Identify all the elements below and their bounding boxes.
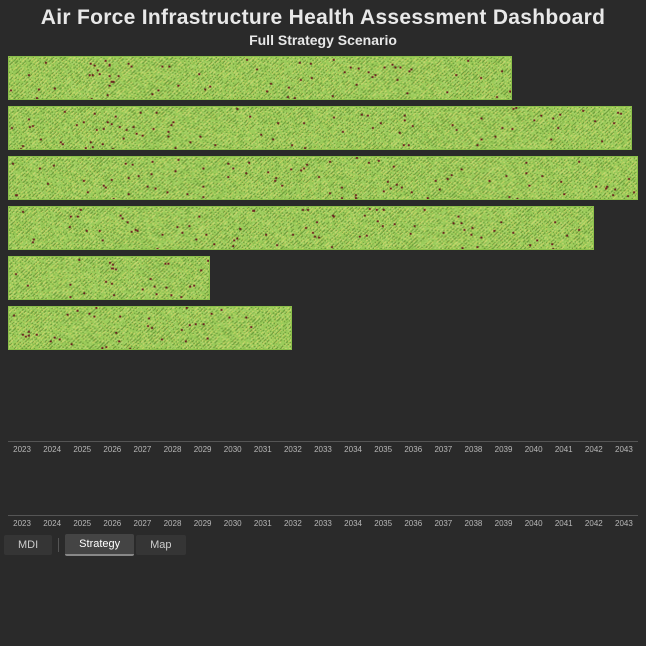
xaxis-label: 2028 xyxy=(158,445,186,454)
xaxis-label: 2030 xyxy=(219,519,247,528)
blue-bar-chart: 2023202420252026202720282029203020312032… xyxy=(8,366,638,454)
header: Air Force Infrastructure Health Assessme… xyxy=(0,0,646,50)
xaxis-label: 2041 xyxy=(550,445,578,454)
xaxis-label: 2041 xyxy=(550,519,578,528)
xaxis-label: 2030 xyxy=(219,445,247,454)
xaxis-label: 2037 xyxy=(429,445,457,454)
xaxis-label: 2037 xyxy=(429,519,457,528)
heatmap-row xyxy=(8,206,638,250)
blue-bars xyxy=(8,366,638,442)
xaxis-label: 2031 xyxy=(249,519,277,528)
tab-bar: MDI StrategyMap xyxy=(4,534,642,556)
heatmap-bar xyxy=(8,256,210,300)
xaxis-label: 2024 xyxy=(38,445,66,454)
xaxis-label: 2032 xyxy=(279,519,307,528)
xaxis-label: 2043 xyxy=(610,445,638,454)
heatmap-row xyxy=(8,156,638,200)
xaxis-label: 2029 xyxy=(189,445,217,454)
xaxis-label: 2025 xyxy=(68,519,96,528)
xaxis-label: 2029 xyxy=(189,519,217,528)
xaxis-label: 2040 xyxy=(520,445,548,454)
xaxis-label: 2026 xyxy=(98,445,126,454)
xaxis-label: 2033 xyxy=(309,445,337,454)
heatmap-row xyxy=(8,106,638,150)
xaxis-label: 2036 xyxy=(399,519,427,528)
xaxis-label: 2032 xyxy=(279,445,307,454)
xaxis-label: 2035 xyxy=(369,445,397,454)
heatmap-bar xyxy=(8,306,292,350)
xaxis-label: 2036 xyxy=(399,445,427,454)
xaxis-label: 2023 xyxy=(8,445,36,454)
xaxis-label: 2035 xyxy=(369,519,397,528)
xaxis-label: 2027 xyxy=(128,519,156,528)
tab-separator xyxy=(58,538,59,552)
xaxis-label: 2039 xyxy=(490,519,518,528)
xaxis-label: 2023 xyxy=(8,519,36,528)
xaxis-label: 2039 xyxy=(490,445,518,454)
xaxis-label: 2043 xyxy=(610,519,638,528)
heatmap-bar xyxy=(8,156,638,200)
heatmap-bar xyxy=(8,206,594,250)
heatmap-row xyxy=(8,56,638,100)
heatmap-bar xyxy=(8,56,512,100)
xaxis-label: 2028 xyxy=(158,519,186,528)
tab-map[interactable]: Map xyxy=(136,535,185,555)
heatmap-row xyxy=(8,256,638,300)
red-xaxis: 2023202420252026202720282029203020312032… xyxy=(8,519,638,528)
xaxis-label: 2034 xyxy=(339,445,367,454)
tab-strategy[interactable]: Strategy xyxy=(65,534,134,556)
heatmap-bar xyxy=(8,106,632,150)
xaxis-label: 2038 xyxy=(459,519,487,528)
red-bar-chart: 2023202420252026202720282029203020312032… xyxy=(8,464,638,528)
heatmap-row xyxy=(8,306,638,350)
xaxis-label: 2034 xyxy=(339,519,367,528)
page-title: Air Force Infrastructure Health Assessme… xyxy=(0,6,646,30)
xaxis-label: 2027 xyxy=(128,445,156,454)
xaxis-label: 2038 xyxy=(459,445,487,454)
blue-xaxis: 2023202420252026202720282029203020312032… xyxy=(8,445,638,454)
red-bars xyxy=(8,464,638,516)
xaxis-label: 2033 xyxy=(309,519,337,528)
page-subtitle: Full Strategy Scenario xyxy=(0,32,646,48)
xaxis-label: 2042 xyxy=(580,519,608,528)
xaxis-label: 2026 xyxy=(98,519,126,528)
xaxis-label: 2042 xyxy=(580,445,608,454)
xaxis-label: 2040 xyxy=(520,519,548,528)
xaxis-label: 2024 xyxy=(38,519,66,528)
tab-mdi[interactable]: MDI xyxy=(4,535,52,555)
heatmap-chart xyxy=(0,56,646,356)
xaxis-label: 2025 xyxy=(68,445,96,454)
xaxis-label: 2031 xyxy=(249,445,277,454)
